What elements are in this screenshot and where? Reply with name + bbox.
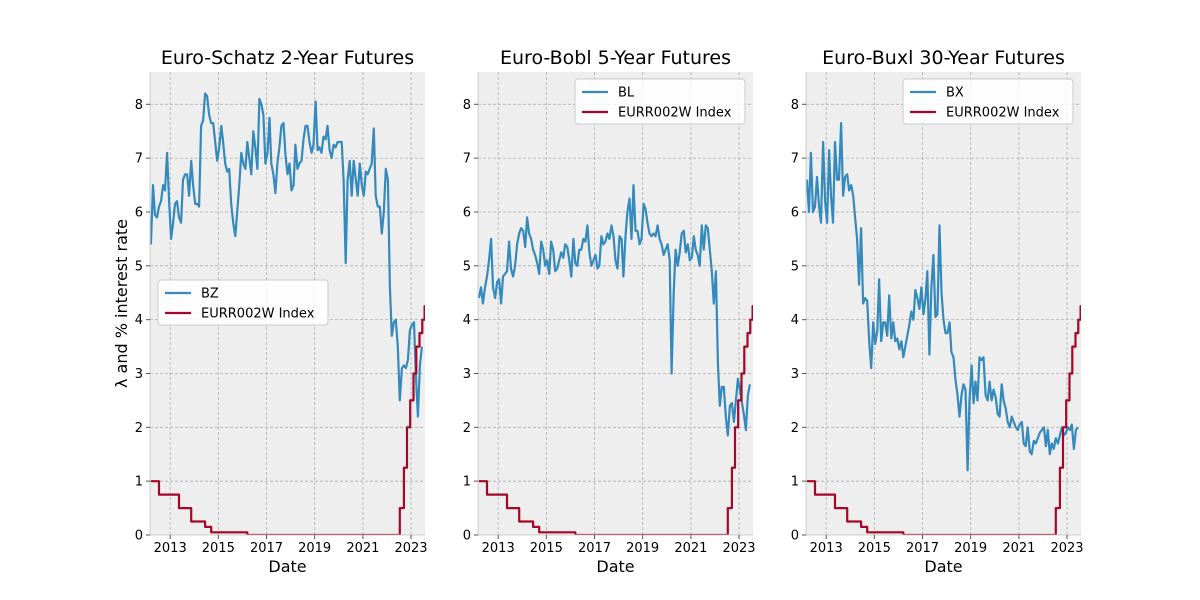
x-tick-label: 2013 bbox=[810, 541, 843, 556]
y-tick-label: 4 bbox=[463, 313, 471, 328]
y-tick-label: 2 bbox=[463, 421, 471, 436]
y-tick-label: 7 bbox=[791, 152, 799, 167]
series-line-rate bbox=[150, 305, 425, 535]
y-tick-label: 1 bbox=[791, 475, 799, 490]
x-tick-label: 2015 bbox=[202, 541, 235, 556]
series-line-instrument bbox=[806, 122, 1079, 472]
plot-area bbox=[478, 72, 753, 535]
gridlines bbox=[478, 72, 753, 536]
panel-3: 2013 2015 2017 2019 2021 2023 0 1 2 3 4 5 6 7 8 Euro-Bu… bbox=[791, 47, 1084, 576]
x-tick-label: 2017 bbox=[906, 541, 939, 556]
legend-box bbox=[157, 279, 329, 326]
y-tick-label: 8 bbox=[791, 98, 799, 113]
x-tick-label: 2013 bbox=[482, 541, 515, 556]
chart-title: Euro-Schatz 2-Year Futures bbox=[161, 47, 414, 69]
y-tick-label: 3 bbox=[463, 367, 471, 382]
y-tick-label: 1 bbox=[463, 475, 471, 490]
x-tick-label: 2019 bbox=[298, 541, 331, 556]
x-axis-label: Date bbox=[268, 557, 306, 576]
y-tick-label: 0 bbox=[135, 529, 143, 544]
legend-label: BZ bbox=[201, 287, 219, 302]
x-tick-label: 2013 bbox=[154, 541, 187, 556]
chart-title: Euro-Buxl 30-Year Futures bbox=[822, 47, 1065, 69]
y-tick-label: 8 bbox=[463, 98, 471, 113]
x-tick-label: 2021 bbox=[346, 541, 379, 556]
y-tick-label: 5 bbox=[463, 259, 471, 274]
y-tick-label: 5 bbox=[135, 259, 143, 274]
x-tick-label: 2019 bbox=[626, 541, 659, 556]
y-tick-label: 0 bbox=[791, 529, 799, 544]
plot-area bbox=[806, 72, 1081, 535]
y-tick-label: 6 bbox=[463, 205, 471, 220]
series-line-rate bbox=[806, 305, 1081, 535]
x-tick-label: 2015 bbox=[858, 541, 891, 556]
legend-label: EURR002W Index bbox=[946, 106, 1060, 121]
x-tick-label: 2023 bbox=[722, 541, 755, 556]
y-tick-label: 4 bbox=[791, 313, 799, 328]
y-tick-label: 3 bbox=[135, 367, 143, 382]
y-tick-label: 2 bbox=[791, 421, 799, 436]
y-tick-label: 7 bbox=[463, 152, 471, 167]
legend-box bbox=[902, 78, 1074, 125]
legend-label: BL bbox=[618, 86, 635, 101]
y-tick-label: 4 bbox=[135, 313, 143, 328]
y-tick-label: 7 bbox=[135, 152, 143, 167]
x-axis-label: Date bbox=[596, 557, 634, 576]
legend: BZ EURR002W Index bbox=[157, 279, 329, 326]
y-tick-label: 3 bbox=[791, 367, 799, 382]
legend-label: EURR002W Index bbox=[618, 106, 732, 121]
y-tick-label: 6 bbox=[791, 205, 799, 220]
x-tick-label: 2023 bbox=[1050, 541, 1083, 556]
y-tick-label: 0 bbox=[463, 529, 471, 544]
x-tick-label: 2017 bbox=[250, 541, 283, 556]
y-tick-label: 6 bbox=[135, 205, 143, 220]
x-tick-label: 2019 bbox=[954, 541, 987, 556]
legend: BX EURR002W Index bbox=[902, 78, 1074, 125]
y-tick-label: 1 bbox=[135, 475, 143, 490]
series-line-rate bbox=[478, 305, 753, 535]
x-tick-label: 2021 bbox=[674, 541, 707, 556]
panel-2: 2013 2015 2017 2019 2021 2023 0 1 2 3 4 5 6 7 8 Euro-Bo… bbox=[463, 47, 756, 576]
x-tick-label: 2021 bbox=[1002, 541, 1035, 556]
x-axis-label: Date bbox=[924, 557, 962, 576]
legend-label: EURR002W Index bbox=[201, 307, 315, 322]
x-tick-label: 2017 bbox=[578, 541, 611, 556]
series-line-instrument bbox=[150, 92, 423, 418]
chart-title: Euro-Bobl 5-Year Futures bbox=[500, 47, 731, 69]
y-axis-label: λ and % interest rate bbox=[112, 219, 131, 388]
legend-box bbox=[574, 78, 746, 125]
y-tick-label: 8 bbox=[135, 98, 143, 113]
panel-1: 2013 2015 2017 2019 2021 2023 0 1 2 3 4 5 6 7 8 Euro-Sc… bbox=[112, 47, 428, 576]
legend-label: BX bbox=[946, 86, 964, 101]
y-tick-label: 5 bbox=[791, 259, 799, 274]
x-tick-label: 2023 bbox=[394, 541, 427, 556]
series-line-instrument bbox=[478, 184, 751, 437]
x-tick-label: 2015 bbox=[530, 541, 563, 556]
y-tick-label: 2 bbox=[135, 421, 143, 436]
legend: BL EURR002W Index bbox=[574, 78, 746, 125]
